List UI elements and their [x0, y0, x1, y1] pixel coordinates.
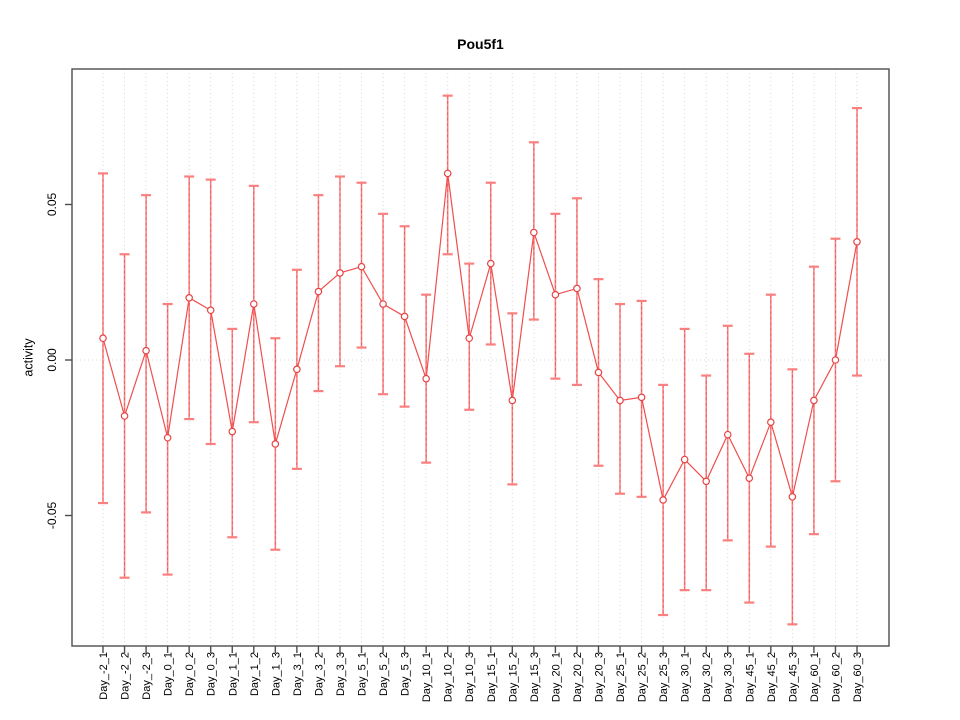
data-point — [723, 430, 732, 439]
x-tick-label: Day_0_3 — [206, 652, 218, 696]
chart-title: Pou5f1 — [457, 36, 504, 52]
x-tick-label: Day_-2_3 — [141, 652, 153, 700]
x-tick-label: Day_0_2 — [184, 652, 196, 696]
plot-border — [71, 68, 890, 647]
data-point — [745, 474, 754, 482]
data-point — [508, 396, 517, 405]
data-point — [271, 440, 280, 448]
data-point — [120, 412, 129, 420]
data-point — [142, 346, 150, 355]
data-point — [379, 300, 387, 308]
series-line — [102, 173, 858, 502]
x-tick-label: Day_20_2 — [572, 652, 584, 702]
data-point — [465, 334, 474, 343]
data-point — [594, 368, 603, 377]
x-tick-label: Day_60_3 — [852, 652, 864, 702]
data-point — [357, 262, 366, 271]
data-point — [530, 228, 538, 237]
x-tick-label: Day_10_3 — [464, 652, 476, 702]
data-point — [228, 427, 237, 436]
data-point — [616, 396, 624, 405]
y-tick-label: 0.00 — [45, 348, 59, 372]
data-point — [767, 418, 775, 427]
x-tick-label: Day_1_3 — [270, 652, 282, 696]
data-point — [637, 393, 646, 402]
data-point — [206, 306, 215, 315]
x-tick-label: Day_1_1 — [227, 652, 239, 696]
x-tick-label: Day_3_3 — [335, 652, 347, 696]
data-point — [551, 290, 560, 299]
data-point — [250, 300, 258, 308]
x-tick-label: Day_30_3 — [723, 652, 735, 702]
data-point — [336, 269, 344, 277]
data-point — [163, 433, 172, 442]
x-tick-label: Day_15_1 — [486, 652, 498, 702]
data-point — [680, 455, 689, 464]
x-tick-label: Day_3_1 — [292, 652, 304, 696]
x-tick-label: Day_15_2 — [507, 652, 519, 702]
data-point — [702, 477, 711, 486]
x-tick-label: Day_5_1 — [357, 652, 369, 696]
x-tick-label: Day_25_1 — [615, 652, 627, 702]
data-point — [659, 496, 667, 504]
y-axis-title: activity — [21, 338, 36, 377]
data-point — [573, 284, 581, 293]
y-tick-label: -0.05 — [45, 502, 59, 530]
data-point — [314, 287, 323, 296]
x-tick-label: Day_60_2 — [830, 652, 842, 702]
x-tick-label: Day_3_2 — [313, 652, 325, 696]
x-tick-label: Day_-2_2 — [120, 652, 132, 700]
x-tick-label: Day_15_3 — [529, 652, 541, 702]
x-tick-label: Day_-2_1 — [98, 652, 110, 700]
data-point — [810, 396, 818, 405]
data-point — [853, 238, 861, 246]
data-point — [422, 374, 430, 383]
data-point — [185, 293, 193, 302]
x-tick-label: Day_20_1 — [550, 652, 562, 702]
x-tick-label: Day_30_2 — [701, 652, 713, 702]
data-point — [99, 334, 107, 343]
data-point — [788, 493, 797, 501]
x-tick-label: Day_25_2 — [637, 652, 649, 702]
x-tick-label: Day_45_3 — [787, 652, 799, 702]
x-tick-label: Day_30_1 — [680, 652, 692, 702]
data-point — [486, 259, 495, 268]
x-tick-label: Day_1_2 — [249, 652, 261, 696]
x-tick-label: Day_5_3 — [400, 652, 412, 696]
x-tick-label: Day_60_1 — [809, 652, 821, 702]
y-tick-label: 0.05 — [45, 192, 59, 216]
data-point — [831, 356, 840, 364]
x-tick-label: Day_20_3 — [593, 652, 605, 702]
data-point — [443, 169, 452, 178]
x-tick-label: Day_25_3 — [658, 652, 670, 702]
x-tick-label: Day_45_2 — [766, 652, 778, 702]
x-tick-label: Day_0_1 — [163, 652, 175, 696]
x-tick-label: Day_10_2 — [443, 652, 455, 702]
x-tick-label: Day_45_1 — [744, 652, 756, 702]
data-point — [293, 365, 301, 374]
data-point — [400, 312, 409, 321]
x-tick-label: Day_10_1 — [421, 652, 433, 702]
x-tick-label: Day_5_2 — [378, 652, 390, 696]
